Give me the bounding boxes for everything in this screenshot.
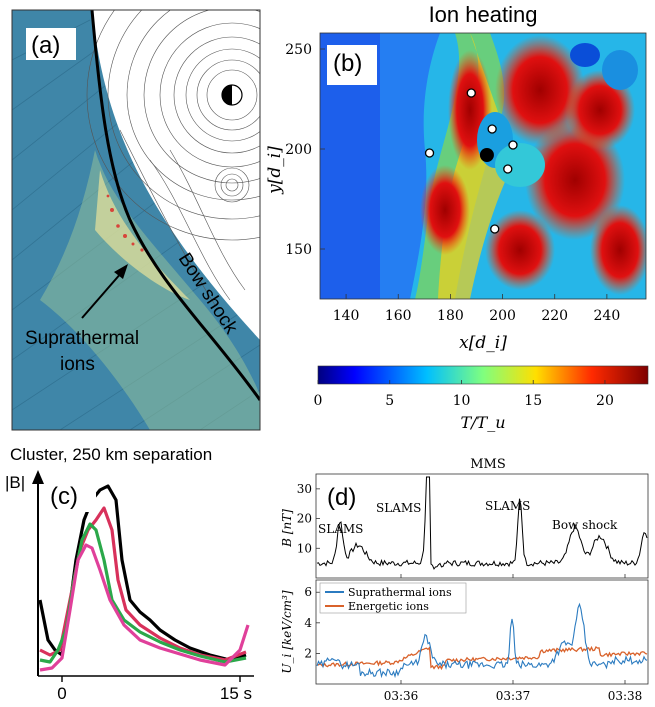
panel-c-label: (c) — [50, 483, 78, 510]
panel-d-legend: Suprathermal ions Energetic ions — [319, 582, 467, 614]
panel-b-xtick-label: 200 — [489, 308, 516, 324]
colorbar-tick-label: 0 — [314, 393, 323, 409]
slams-annotation-2: SLAMS — [376, 501, 421, 515]
panel-b-y-ticks: 150 200 250 — [285, 42, 325, 258]
panel-b-ylabel: y[d_i] — [265, 146, 285, 195]
panel-d-top-ytick-label: 10 — [297, 541, 312, 555]
panel-c-title: Cluster, 250 km separation — [10, 445, 212, 464]
legend-energetic-label: Energetic ions — [348, 600, 429, 613]
panel-c-series — [38, 484, 250, 672]
suprathermal-label-line1: Suprathermal — [25, 328, 139, 349]
panel-b-markers — [424, 88, 518, 234]
panel-d-top-frame — [315, 473, 649, 579]
panel-a-hot-spots — [106, 194, 144, 252]
planet-icon — [221, 84, 243, 106]
panel-b-x-ticks: 140 160 180 200 220 240 — [333, 294, 621, 324]
panel-d-bottom-ytick-label: 4 — [304, 616, 312, 630]
panel-c-xtick-15: 15 s — [220, 684, 252, 703]
slams-annotation-3: SLAMS — [485, 499, 530, 513]
panel-a-suprathermal-region — [95, 170, 190, 300]
panel-b-ytick-label: 150 — [285, 242, 312, 258]
marker-point — [466, 88, 476, 98]
panel-b-xtick-label: 180 — [437, 308, 464, 324]
marker-point — [508, 140, 518, 150]
panel-d-label: (d) — [327, 484, 356, 511]
panel-b-xtick-label: 240 — [594, 308, 621, 324]
panel-b-xtick-label: 220 — [541, 308, 568, 324]
panel-b-xtick-label: 140 — [333, 308, 360, 324]
panel-d-bottom-frame — [315, 579, 649, 685]
colorbar-label: T/T_u — [460, 413, 505, 432]
colorbar-tick-label: 5 — [385, 393, 394, 409]
marker-big-point — [479, 148, 494, 162]
panel-d-b-field-line — [316, 476, 648, 570]
panel-d-xtick-label: 03:37 — [496, 689, 531, 703]
panel-b-ytick-label: 250 — [285, 42, 312, 58]
panel-d-bottom-y-ticks: 2 4 6 — [304, 585, 320, 660]
bow-shock-annotation: Bow shock — [552, 518, 618, 532]
panel-d-top-ylabel: B [nT] — [280, 509, 294, 548]
panel-d-top-y-ticks: 10 20 30 — [297, 482, 320, 555]
panel-d-bottom-ylabel: U_i [keV/cm³] — [280, 590, 294, 673]
bow-shock-curve — [90, 10, 260, 401]
panel-b-label: (b) — [333, 50, 362, 77]
colorbar-tick-label: 10 — [453, 393, 471, 409]
panel-b-title: Ion heating — [429, 2, 538, 27]
panel-c-series-line — [39, 506, 247, 662]
panel-b-xlabel: x[d_i] — [459, 333, 507, 353]
colorbar-tick-label: 20 — [596, 393, 614, 409]
panel-d-label-box — [322, 482, 372, 512]
panel-d-x-ticks: 03:36 03:37 03:38 — [384, 574, 643, 703]
panel-c-label-box — [46, 480, 96, 512]
panel-a-contours — [86, 10, 260, 306]
panel-c-axes — [32, 470, 254, 682]
panel-b-colorbar — [317, 365, 649, 385]
panel-b-label-box — [327, 45, 377, 85]
panel-b-frame — [319, 32, 647, 300]
panel-c-ylabel: |B| — [5, 473, 25, 492]
panel-a — [12, 10, 260, 430]
energetic-ions-line — [316, 645, 648, 671]
panel-b-xtick-label: 160 — [385, 308, 412, 324]
panel-a-foreshock-region — [40, 150, 260, 430]
panel-c-xtick-0: 0 — [57, 684, 66, 703]
marker-point — [487, 124, 497, 134]
panel-d-top-ytick-label: 30 — [297, 482, 312, 496]
colorbar-tick-label: 15 — [524, 393, 542, 409]
panel-c-series-line — [39, 522, 247, 664]
suprathermal-label-line2: ions — [60, 354, 95, 375]
panel-d-bottom-ytick-label: 2 — [304, 646, 312, 660]
panel-d-top-ytick-label: 20 — [297, 512, 312, 526]
colorbar-ticks: 0 5 10 15 20 — [314, 380, 614, 409]
panel-d-title: MMS — [470, 457, 506, 472]
panel-a-frame — [11, 9, 261, 431]
panel-d-xtick-label: 03:38 — [608, 689, 643, 703]
panel-d-xtick-label: 03:36 — [384, 689, 419, 703]
marker-point — [424, 148, 435, 158]
panel-c-series-line — [39, 543, 250, 672]
suprathermal-ions-line — [316, 602, 648, 679]
panel-a-magnetosphere-region — [92, 10, 260, 340]
panel-a-label: (a) — [31, 32, 60, 59]
panel-a-label-box — [26, 28, 76, 60]
panel-d-bottom-ytick-label: 6 — [304, 585, 312, 599]
slams-annotation-1: SLAMS — [318, 522, 363, 536]
legend-suprathermal-label: Suprathermal ions — [348, 586, 452, 599]
marker-point — [503, 164, 513, 174]
suprathermal-arrow — [81, 264, 128, 319]
marker-point — [490, 224, 500, 234]
panel-b-ytick-label: 200 — [285, 142, 312, 158]
